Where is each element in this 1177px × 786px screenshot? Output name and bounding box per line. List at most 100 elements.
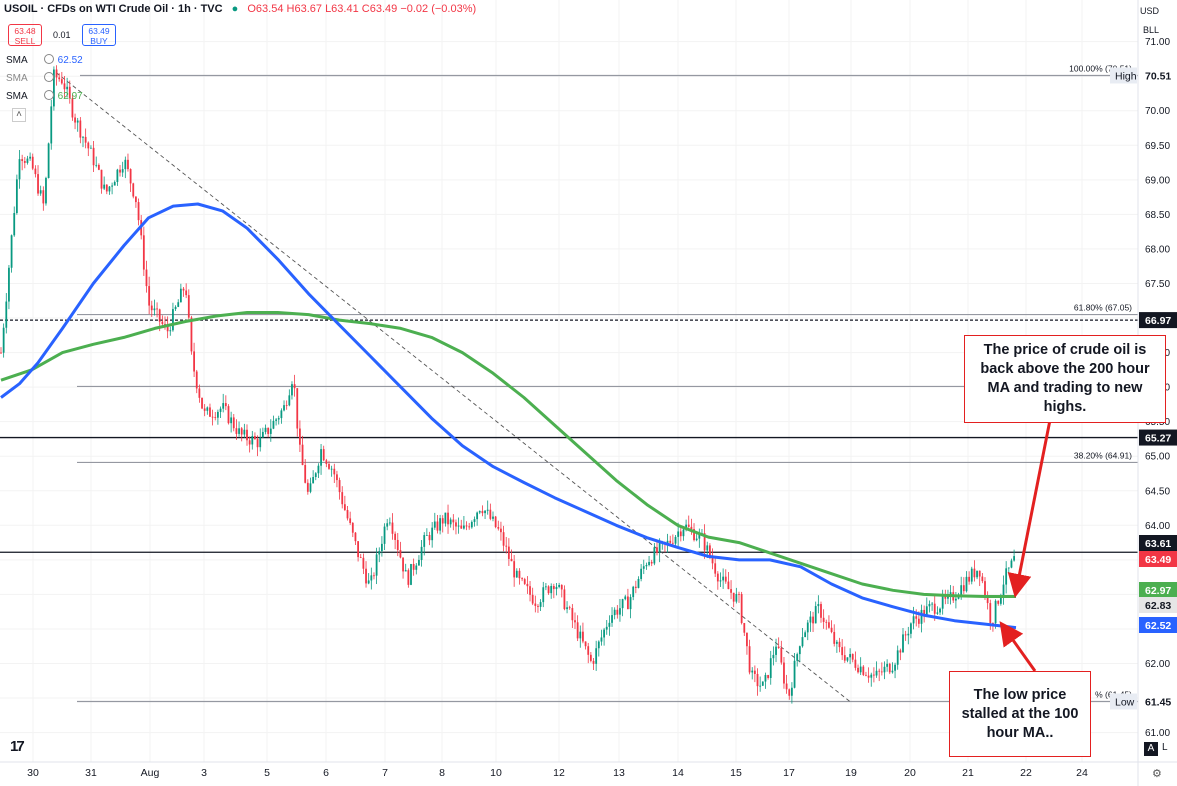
indicator-sma-hidden[interactable]: SMA	[6, 72, 58, 84]
gear-icon[interactable]: ⚙	[1152, 768, 1162, 780]
candle-body	[222, 403, 225, 409]
candle-body	[886, 663, 889, 667]
price-label-bg	[1139, 429, 1177, 446]
currency-label[interactable]: USD	[1139, 6, 1159, 16]
candle-body	[648, 561, 650, 565]
price-label-bg	[1139, 582, 1177, 598]
candle-body	[727, 581, 730, 590]
candle-body	[444, 512, 447, 524]
candle-body	[90, 147, 92, 149]
candle-body	[552, 586, 555, 590]
candle-body	[489, 509, 492, 519]
indicator-name: SMA	[6, 91, 28, 102]
indicator-name: SMA	[6, 73, 28, 84]
candle-body	[923, 609, 926, 617]
candle-body	[772, 654, 775, 659]
buy-button[interactable]: 63.49 BUY	[82, 24, 116, 46]
candle-body	[777, 646, 780, 648]
candle-body	[875, 670, 878, 676]
candle-body	[891, 670, 894, 673]
candle-body	[349, 518, 352, 523]
candle-body	[346, 510, 349, 519]
price-tag-text: High	[1115, 71, 1137, 83]
candle-body	[650, 561, 653, 564]
ma100-line	[0, 202, 1017, 630]
candle-body	[817, 604, 820, 607]
price-label-bg	[1139, 617, 1177, 633]
candles	[0, 65, 1015, 704]
arrow-lower	[999, 621, 1037, 672]
candle-body	[105, 184, 108, 192]
candle-body	[687, 524, 690, 527]
candle-body	[34, 168, 37, 175]
collapse-chevron-icon[interactable]: ˄	[12, 108, 26, 122]
candle-body	[547, 586, 550, 594]
candle-body	[645, 564, 648, 567]
candle-body	[8, 267, 10, 302]
price-tag-text: Low	[1115, 697, 1135, 709]
candle-body	[71, 98, 74, 118]
unit-label[interactable]: BLL	[1142, 25, 1159, 35]
candle-body	[521, 578, 523, 580]
candle-body	[550, 586, 553, 594]
candle-body	[759, 685, 762, 687]
candle-body	[835, 641, 838, 644]
candle-body	[79, 120, 82, 138]
candle-body	[671, 542, 674, 544]
price-label-bg	[1139, 312, 1177, 329]
candle-body	[603, 629, 605, 638]
candle-body	[584, 641, 587, 647]
candle-body	[531, 594, 534, 604]
time-tick-label: 12	[553, 767, 565, 779]
candle-body	[619, 608, 621, 615]
indicator-sma-200[interactable]: SMA 62.97	[6, 90, 83, 102]
candle-body	[767, 674, 769, 678]
log-scale-button[interactable]: L	[1162, 742, 1168, 753]
candle-body	[283, 405, 285, 411]
candle-body	[127, 159, 129, 170]
candle-body	[217, 411, 219, 418]
candle-body	[867, 675, 870, 678]
candle-body	[576, 622, 579, 639]
candle-body	[589, 654, 592, 661]
price-label-bg	[1139, 67, 1177, 84]
candle-body	[761, 681, 764, 686]
indicator-sma-100[interactable]: SMA 62.52	[6, 54, 83, 66]
candle-body	[502, 532, 505, 546]
candle-body	[158, 309, 161, 322]
auto-scale-button[interactable]: A	[1144, 742, 1158, 756]
candle-body	[193, 351, 195, 372]
candle-body	[814, 606, 817, 624]
candle-body	[690, 526, 693, 530]
candle-body	[843, 655, 846, 661]
candle-body	[198, 388, 201, 398]
tradingview-logo[interactable]: 17	[10, 738, 25, 755]
candle-body	[587, 646, 590, 655]
candle-body	[5, 301, 8, 328]
candle-body	[714, 563, 717, 574]
eye-icon[interactable]	[43, 90, 54, 100]
candle-body	[209, 407, 211, 417]
time-tick-label: 20	[904, 767, 916, 779]
candle-body	[600, 637, 603, 642]
price-label-bg	[1139, 693, 1177, 710]
eye-icon[interactable]	[43, 54, 54, 64]
candle-body	[624, 596, 627, 600]
candle-body	[92, 147, 95, 166]
candle-body	[224, 403, 227, 407]
sell-button[interactable]: 63.48 SELL	[8, 24, 42, 46]
candle-body	[523, 579, 526, 584]
candle-body	[883, 666, 886, 673]
candle-body	[391, 522, 394, 534]
candle-body	[306, 482, 309, 492]
price-tag-bg	[1110, 67, 1137, 84]
candle-body	[568, 607, 571, 609]
candle-body	[997, 600, 1000, 604]
candle-body	[785, 683, 788, 690]
candle-body	[621, 599, 624, 609]
chart-header: USOIL · CFDs on WTI Crude Oil · 1h · TVC…	[4, 3, 476, 15]
candle-body	[915, 616, 918, 619]
candle-body	[124, 159, 127, 170]
eye-off-icon[interactable]	[43, 72, 54, 82]
